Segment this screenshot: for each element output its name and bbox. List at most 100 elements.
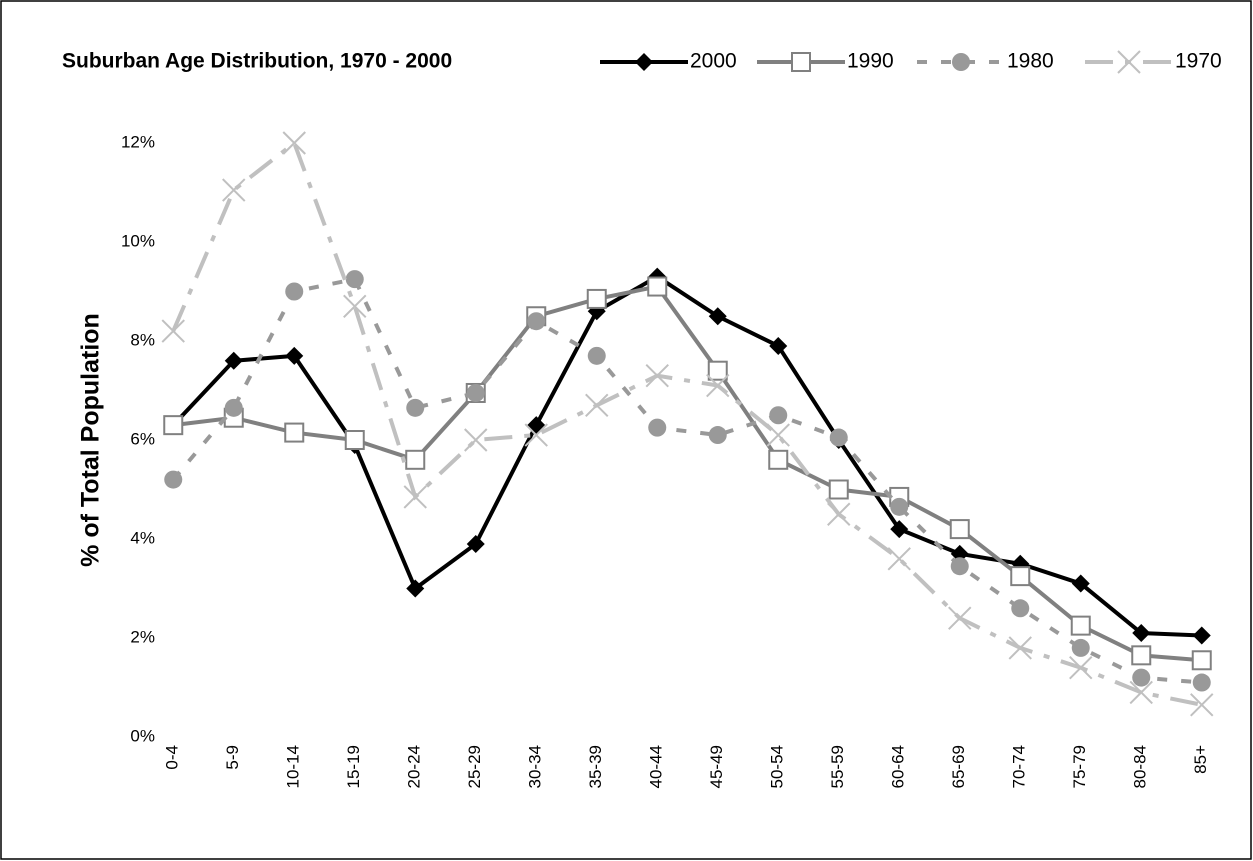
legend-label: 1980 [1007,50,1054,73]
marker [948,606,972,630]
marker [587,346,606,365]
marker [950,557,969,576]
marker [1129,680,1153,705]
marker [828,479,849,500]
y-tick-label: 6% [130,429,155,448]
marker [1011,599,1030,618]
x-tick-label: 70-74 [1010,745,1029,788]
marker [890,497,909,516]
y-axis-title: % of Total Population [77,313,105,567]
marker [1132,668,1151,687]
y-tick-label: 2% [130,627,155,646]
marker [890,520,909,539]
marker [586,288,607,309]
marker [405,449,426,470]
marker [282,131,306,155]
marker [766,423,790,447]
legend-label: 1990 [847,50,894,73]
marker [224,398,243,417]
marker [950,544,969,563]
series-markers [163,276,1212,671]
chart-title: Suburban Age Distribution, 1970 - 2000 [62,50,452,73]
marker [403,485,427,509]
x-tick-label: 60-64 [889,745,908,788]
x-tick-label: 15-19 [344,745,363,788]
series-line [171,274,1202,638]
series-markers [164,270,1211,692]
series-line [171,276,1202,685]
marker [827,502,851,526]
marker [769,406,788,425]
series-line [171,139,1203,707]
marker [1191,650,1212,671]
x-tick-label: 45-49 [707,745,726,788]
marker [585,393,609,418]
x-tick-label: 80-84 [1131,745,1150,788]
marker [949,519,970,540]
marker [952,53,970,71]
marker [1131,645,1152,666]
marker [1070,615,1091,636]
marker [527,312,546,331]
x-tick-label: 30-34 [526,745,545,788]
marker [768,449,789,470]
marker [1008,636,1032,660]
y-tick-label: 12% [121,132,155,151]
legend-label: 1970 [1175,50,1222,73]
marker [1069,655,1093,680]
y-tick-label: 10% [121,231,155,250]
marker [344,430,365,450]
marker [1071,574,1090,593]
marker [1010,566,1031,587]
marker [829,428,848,447]
x-tick-label: 40-44 [647,745,666,788]
series-line [173,284,1202,663]
marker [464,428,488,452]
marker [222,178,246,202]
marker [524,423,548,447]
marker [1071,638,1090,657]
x-tick-label: 10-14 [284,745,303,788]
marker [345,270,364,289]
marker [791,52,811,72]
marker [406,398,425,417]
x-tick-label: 20-24 [405,745,424,788]
marker [708,307,727,326]
x-tick-label: 75-79 [1070,745,1089,788]
marker [1117,50,1141,74]
marker [1192,626,1211,645]
marker [285,346,304,365]
marker [708,426,727,445]
x-tick-label: 35-39 [586,745,605,788]
x-tick-label: 5-9 [223,745,242,770]
marker [285,282,304,301]
legend-label: 2000 [690,50,737,73]
x-tick-label: 0-4 [163,745,182,770]
marker [466,383,485,402]
marker [1132,624,1151,643]
x-tick-label: 85+ [1191,745,1210,774]
marker [645,363,669,388]
marker [466,534,485,553]
x-tick-label: 55-59 [828,745,847,788]
marker [163,415,184,436]
marker [343,294,367,319]
y-tick-label: 4% [130,528,155,547]
x-tick-label: 65-69 [949,745,968,788]
x-tick-label: 25-29 [465,745,484,788]
marker [406,579,425,598]
marker [161,319,185,343]
marker [706,373,730,398]
marker [769,336,788,355]
series-markers [161,131,1214,717]
marker [224,351,243,370]
marker [1190,693,1214,717]
y-tick-label: 0% [130,726,155,745]
marker [647,276,668,297]
marker [164,470,183,489]
y-tick-label: 8% [130,330,155,349]
marker [284,422,305,443]
x-tick-label: 50-54 [768,745,787,788]
